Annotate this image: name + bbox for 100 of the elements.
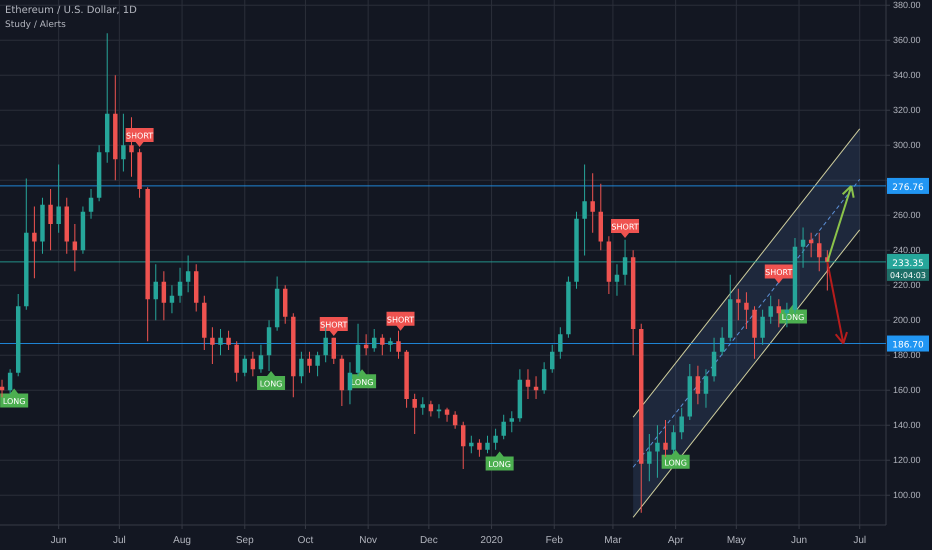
candlestick [420,396,425,416]
candlestick [396,330,401,360]
candlestick [582,164,587,256]
candlestick [154,264,158,321]
candlestick [88,188,94,220]
candlestick [178,267,182,304]
x-tick-label: Jun [50,535,67,546]
candlestick [760,309,765,346]
candlestick [428,400,434,417]
annotation: SHORT [320,320,348,330]
candlestick [590,172,595,234]
candlestick [170,284,174,314]
annotation: SHORT [126,132,154,140]
candlestick [242,354,247,377]
y-tick-label: 160.00 [893,385,921,396]
candlestick [808,232,814,258]
candlestick [162,270,166,321]
annotation: SHORT [765,268,793,277]
candlestick [218,328,223,356]
candlestick [56,164,61,234]
candlestick [558,326,563,360]
candlestick [501,414,506,440]
candlestick [372,328,376,352]
candlestick [299,351,304,384]
candlestick [493,428,498,450]
candlestick [736,288,741,321]
annotation: LONG [260,380,282,388]
x-tick-label: Jul [112,535,126,546]
candlestick [534,376,538,400]
candlestick [510,410,514,433]
annotation: LONG [782,313,804,322]
candlestick [461,421,466,470]
candlestick [614,264,620,296]
x-tick-label: Feb [546,535,564,546]
y-tick-label: 200.00 [893,315,921,326]
x-tick-label: Oct [298,535,314,546]
candlestick [210,326,215,364]
candlestick [364,334,368,356]
candlestick [323,326,328,363]
candlestick [469,435,474,454]
ref-line-label: 233.35 [892,258,924,269]
candlestick [0,379,4,398]
x-tick-label: Jul [853,535,866,546]
x-tick-label: Apr [668,535,684,546]
x-tick-label: Nov [359,535,378,546]
candlestick [526,368,530,400]
candlestick [768,295,773,324]
candlestick [704,368,708,408]
candlestick [380,334,385,356]
candlestick [121,113,126,172]
y-tick-label: 360.00 [893,35,921,46]
y-tick-label: 120.00 [893,455,921,466]
text: 04:04:03 [890,270,926,280]
candlestick [817,232,822,272]
candlestick [258,344,264,374]
candlestick [671,424,676,454]
candlestick [48,188,53,251]
annotation: LONG [2,397,26,406]
candlestick [720,326,724,356]
candlestick [452,410,458,430]
candlestick [744,292,749,330]
annotation: LONG [664,458,687,468]
x-tick-label: Aug [173,535,191,546]
candlestick [226,330,231,350]
candlestick [315,351,320,377]
candlestick [477,438,482,458]
candlestick [542,362,546,394]
x-tick-label: Dec [420,535,438,546]
candlestick [250,351,256,377]
x-tick-label: May [726,535,746,546]
candlestick [388,337,393,352]
candlestick [436,404,442,419]
candlestick [348,362,352,405]
y-tick-label: 240.00 [893,245,921,256]
y-tick-label: 100.00 [893,490,921,500]
candlestick [8,368,12,394]
candlestick [776,298,782,328]
y-tick-label: 340.00 [893,70,921,80]
text: Study / Alerts [5,20,66,30]
x-tick-label: Mar [604,535,622,546]
candlestick [412,393,417,434]
y-tick-label: 300.00 [893,140,921,150]
annotation: SHORT [386,315,414,324]
x-tick-label: 2020 [480,535,504,546]
candlestick [679,407,684,440]
y-tick-label: 320.00 [893,105,921,116]
y-tick-label: 260.00 [893,210,921,220]
candlestick [444,407,450,422]
y-tick-label: 380.00 [893,0,921,10]
candlestick [485,435,490,454]
x-tick-label: Jun [790,535,808,546]
y-tick-label: 180.00 [893,350,921,360]
annotation: LONG [488,460,511,469]
ref-line-label: 276.76 [892,182,924,193]
text: Ethereum / U.S. Dollar, 1D [5,5,138,16]
candlestick [550,344,554,374]
candlestick [696,365,700,405]
candlestick [32,206,37,279]
candlestick [307,351,312,374]
candlestick [72,224,78,272]
